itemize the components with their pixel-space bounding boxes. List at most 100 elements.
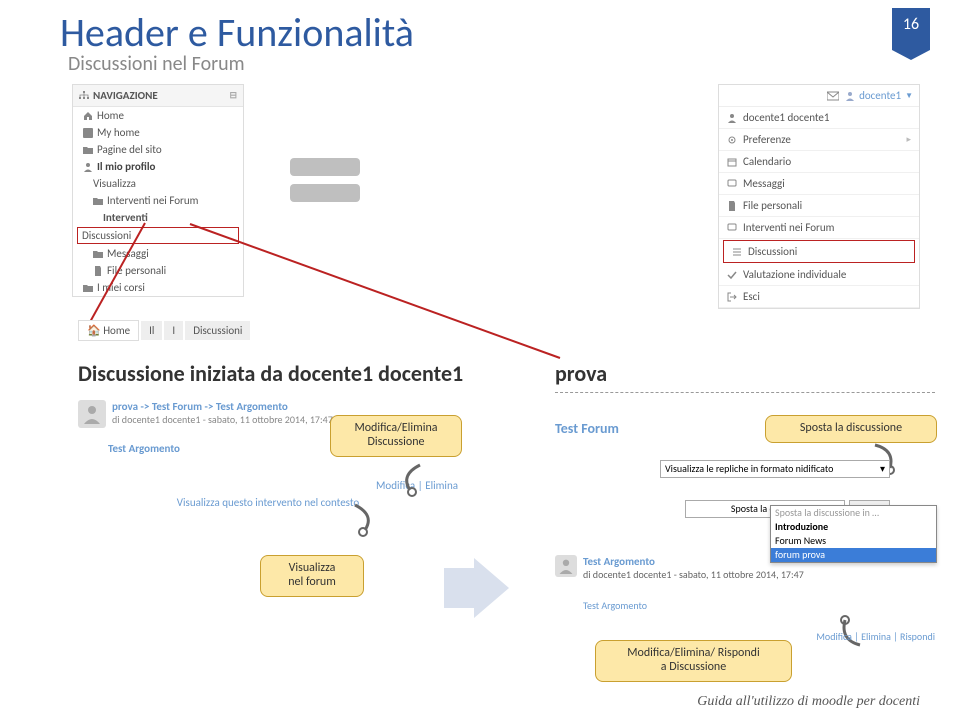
um-label: docente1 docente1	[743, 111, 829, 124]
nav-msg[interactable]: Messaggi	[73, 245, 243, 262]
nav-discussioni-boxed[interactable]: Discussioni	[77, 227, 239, 244]
dd-opt[interactable]: Forum News	[771, 534, 936, 548]
nav-myhome[interactable]: My home	[73, 124, 243, 141]
um-prefs[interactable]: Preferenze▸	[719, 129, 919, 151]
callout-move: Sposta la discussione	[765, 415, 937, 443]
list-icon	[732, 247, 742, 257]
user-icon	[83, 162, 93, 172]
nav-label: File personali	[107, 264, 166, 277]
exit-icon	[727, 292, 737, 302]
nav-pages[interactable]: Pagine del sito	[73, 141, 243, 158]
nav-label: Visualizza	[93, 177, 136, 190]
prova-divider	[555, 392, 935, 393]
bc-1[interactable]: Il	[141, 321, 162, 340]
file-icon	[93, 266, 103, 276]
nav-courses[interactable]: I miei corsi	[73, 279, 243, 296]
nav-profile[interactable]: Il mio profilo	[73, 158, 243, 175]
avatar	[78, 400, 106, 428]
nav-files[interactable]: File personali	[73, 262, 243, 279]
envelope-icon[interactable]	[827, 91, 839, 101]
post2-block: Test Argomento di docente1 docente1 - sa…	[555, 555, 935, 643]
view-format-select[interactable]: Visualizza le repliche in formato nidifi…	[660, 460, 890, 478]
user-icon	[727, 113, 737, 123]
um-label: File personali	[743, 199, 802, 212]
nav-forum-int[interactable]: Interventi nei Forum	[73, 192, 243, 209]
action-delete[interactable]: Elimina	[425, 479, 458, 492]
nav-label: Discussioni	[82, 229, 131, 242]
bc-2[interactable]: I	[164, 321, 183, 340]
chat-icon	[727, 223, 737, 233]
nav-label: My home	[97, 126, 140, 139]
test-forum-link[interactable]: Test Forum	[555, 420, 619, 437]
callout-text: Discussione	[368, 435, 425, 449]
home-icon	[83, 111, 93, 121]
footer-text: Guida all'utilizzo di moodle per docenti	[697, 694, 920, 710]
big-arrow-icon	[434, 558, 514, 618]
page-number-badge: 16	[892, 8, 930, 50]
dd-opt[interactable]: Sposta la discussione in …	[771, 506, 936, 520]
um-label: Esci	[743, 290, 760, 303]
um-label: Messaggi	[743, 177, 785, 190]
check-icon	[727, 270, 737, 280]
folder-icon	[83, 283, 93, 293]
nav-header: NAVIGAZIONE ⊟	[73, 85, 243, 107]
user-dropdown[interactable]: docente1 ▼	[845, 89, 913, 102]
page-title: Header e Funzionalità	[60, 8, 414, 57]
post2-by: di docente1 docente1 - sabato, 11 ottobr…	[555, 568, 935, 581]
callout-text: Modifica/Elimina/ Rispondi	[627, 646, 759, 660]
callout-modify-delete: Modifica/EliminaDiscussione	[330, 415, 462, 457]
um-grades[interactable]: Valutazione individuale	[719, 264, 919, 286]
callout-text: Visualizza	[289, 561, 336, 575]
username-label: docente1	[859, 89, 901, 102]
nav-view[interactable]: Visualizza	[73, 175, 243, 192]
avatar-icon	[82, 404, 102, 424]
callout-view-forum: Visualizzanel forum	[260, 555, 364, 597]
um-msg[interactable]: Messaggi	[719, 173, 919, 195]
chat-icon	[727, 179, 737, 189]
callout-text: Modifica/Elimina	[354, 421, 437, 435]
um-forum[interactable]: Interventi nei Forum	[719, 217, 919, 239]
equals-icon	[290, 150, 360, 210]
nav-label: Interventi nei Forum	[107, 194, 198, 207]
bc-home[interactable]: 🏠 Home	[78, 320, 139, 341]
folder-icon	[93, 249, 103, 259]
page-subtitle: Discussioni nel Forum	[68, 52, 245, 76]
avatar-icon	[558, 558, 574, 574]
bc-3[interactable]: Discussioni	[185, 321, 250, 340]
um-files[interactable]: File personali	[719, 195, 919, 217]
sitemap-icon	[79, 91, 89, 101]
caret-down-icon: ▼	[905, 91, 913, 101]
um-label: Valutazione individuale	[743, 268, 846, 281]
discussion-heading: Discussione iniziata da docente1 docente…	[78, 360, 463, 387]
um-label: Calendario	[743, 155, 791, 168]
user-menu-top: docente1 ▼	[719, 85, 919, 107]
curly-pointer-icon	[350, 500, 390, 540]
um-logout[interactable]: Esci	[719, 286, 919, 308]
chevron-right-icon: ▸	[906, 134, 911, 145]
dd-opt[interactable]: Introduzione	[771, 520, 936, 534]
callout-text: a Discussione	[661, 660, 726, 674]
nav-int[interactable]: Interventi	[73, 209, 243, 226]
user-icon	[845, 91, 855, 101]
collapse-icon[interactable]: ⊟	[229, 90, 237, 101]
bc-label: Home	[103, 324, 130, 337]
navigation-panel: NAVIGAZIONE ⊟ Home My home Pagine del si…	[72, 84, 244, 297]
folder-icon	[83, 145, 93, 155]
user-menu-panel: docente1 ▼ docente1 docente1 Preferenze▸…	[718, 84, 920, 309]
post2-actions[interactable]: Modifica | Elimina | Rispondi	[555, 630, 935, 643]
um-cal[interactable]: Calendario	[719, 151, 919, 173]
post2-arg[interactable]: Test Argomento	[583, 599, 935, 612]
callout-reply: Modifica/Elimina/ Rispondia Discussione	[595, 640, 792, 682]
curly-pointer-icon	[390, 460, 430, 500]
post-title[interactable]: prova -> Test Forum -> Test Argomento	[78, 400, 458, 413]
post2-title[interactable]: Test Argomento	[555, 555, 935, 568]
nav-label: Pagine del sito	[97, 143, 162, 156]
dropdown-arrow-icon: ▾	[880, 463, 885, 475]
um-profile[interactable]: docente1 docente1	[719, 107, 919, 129]
nav-label: Interventi	[103, 211, 148, 224]
prova-title: prova	[555, 360, 607, 387]
calendar-icon	[727, 157, 737, 167]
um-discussioni-boxed[interactable]: Discussioni	[723, 240, 915, 263]
nav-home[interactable]: Home	[73, 107, 243, 124]
dash-icon	[83, 128, 93, 138]
